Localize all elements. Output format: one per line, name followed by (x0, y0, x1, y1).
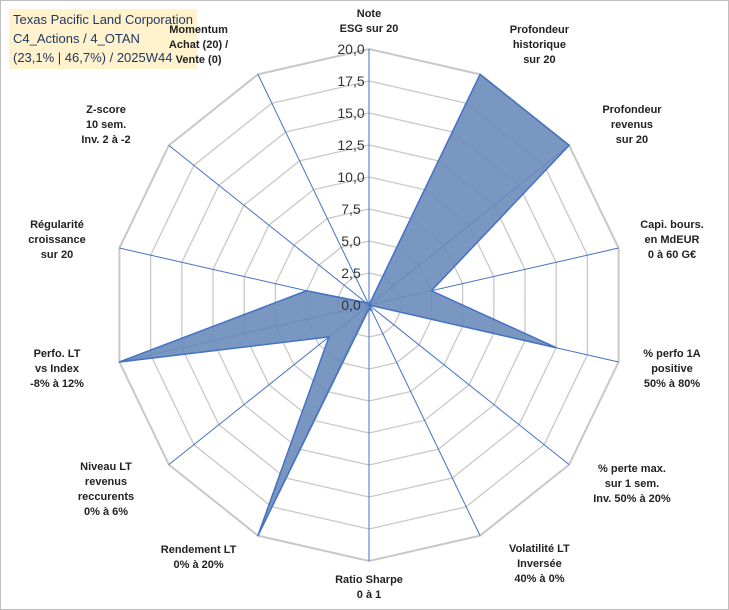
title-line-company: Texas Pacific Land Corporation (13, 12, 193, 27)
chart-title-box: Texas Pacific Land Corporation C4_Action… (9, 9, 197, 69)
tick-label: 12,5 (337, 137, 364, 153)
tick-label: 2,5 (341, 265, 361, 281)
axis-spoke (257, 74, 370, 306)
axis-label: Volatilité LT Inversée 40% à 0% (509, 543, 570, 586)
title-line-category: C4_Actions / 4_OTAN (13, 31, 140, 46)
axis-spoke (368, 304, 481, 536)
tick-label: 17,5 (337, 73, 364, 89)
tick-label: 10,0 (337, 169, 364, 185)
axis-label: % perte max. sur 1 sem. Inv. 50% à 20% (593, 463, 671, 506)
radial-tick-labels: 0,0 2,5 5,0 7,5 10,0 12,5 15,0 17,5 20,0 (337, 41, 364, 313)
radar-series (118, 73, 570, 537)
axis-label: Z-score 10 sem. Inv. 2 à -2 (81, 103, 131, 146)
axis-label: % perfo 1A positive 50% à 80% (643, 347, 701, 390)
axis-label: Perfo. LT vs Index -8% à 12% (30, 347, 84, 390)
tick-label: 5,0 (341, 233, 361, 249)
axis-label: Niveau LT revenus reccurents 0% à 6% (77, 460, 135, 518)
axis-label: Profondeur revenus sur 20 (602, 103, 662, 146)
axis-label: Rendement LT 0% à 20% (160, 544, 237, 572)
tick-label: 7,5 (341, 201, 361, 217)
axis-label: Ratio Sharpe 0 à 1 (335, 574, 403, 601)
axis-label: Capi. bours. en MdEUR 0 à 60 G€ (640, 219, 704, 262)
tick-label: 0,0 (341, 297, 361, 313)
axis-spoke (168, 144, 370, 306)
title-line-stats: (23,1% | 46,7%) / 2025W44 (13, 50, 173, 65)
axis-label: Régularité croissance sur 20 (28, 219, 86, 262)
axis-label: Note ESG sur 20 (339, 8, 399, 35)
axis-label: Momentum Achat (20) / Vente (0) (168, 23, 229, 66)
axis-spoke (368, 304, 570, 466)
tick-label: 15,0 (337, 105, 364, 121)
axis-label: Profondeur historique sur 20 (509, 23, 570, 66)
series-area (118, 73, 570, 537)
tick-label: 20,0 (337, 41, 364, 57)
